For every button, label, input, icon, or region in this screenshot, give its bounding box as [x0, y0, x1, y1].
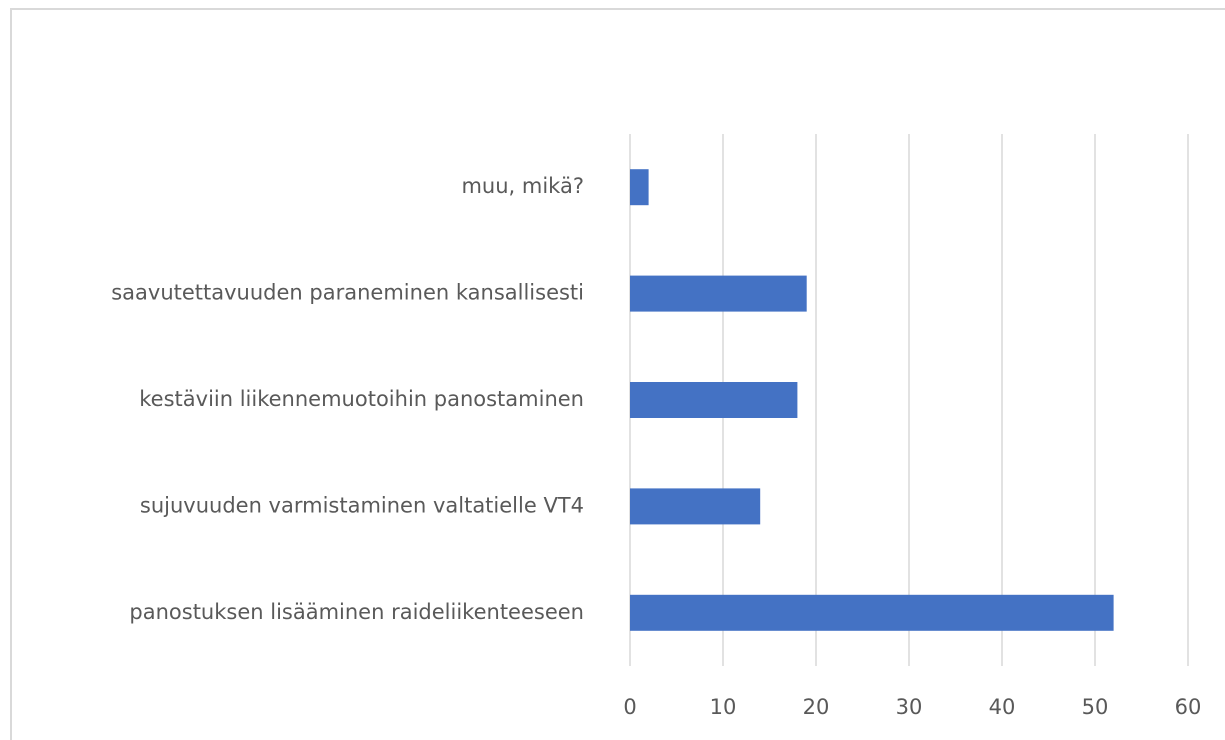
y-tick-label: muu, mikä?: [461, 174, 584, 198]
x-tick-label: 40: [989, 695, 1016, 719]
x-tick-label: 50: [1082, 695, 1109, 719]
x-tick-label: 0: [623, 695, 636, 719]
bar: [630, 382, 798, 418]
y-tick-label: kestäviin liikennemuotoihin panostaminen: [139, 387, 584, 411]
bar: [630, 275, 807, 312]
bar: [630, 594, 1114, 631]
y-tick-label: saavutettavuuden paraneminen kansallises…: [111, 281, 584, 305]
x-tick-label: 20: [803, 695, 830, 719]
x-tick-label: 10: [710, 695, 737, 719]
x-tick-label: 60: [1175, 695, 1202, 719]
y-tick-label: sujuvuuden varmistaminen valtatielle VT4: [140, 493, 584, 517]
y-tick-label: panostuksen lisääminen raideliikenteesee…: [129, 600, 584, 624]
bar: [630, 488, 761, 525]
x-tick-label: 30: [896, 695, 923, 719]
bar: [630, 169, 649, 206]
